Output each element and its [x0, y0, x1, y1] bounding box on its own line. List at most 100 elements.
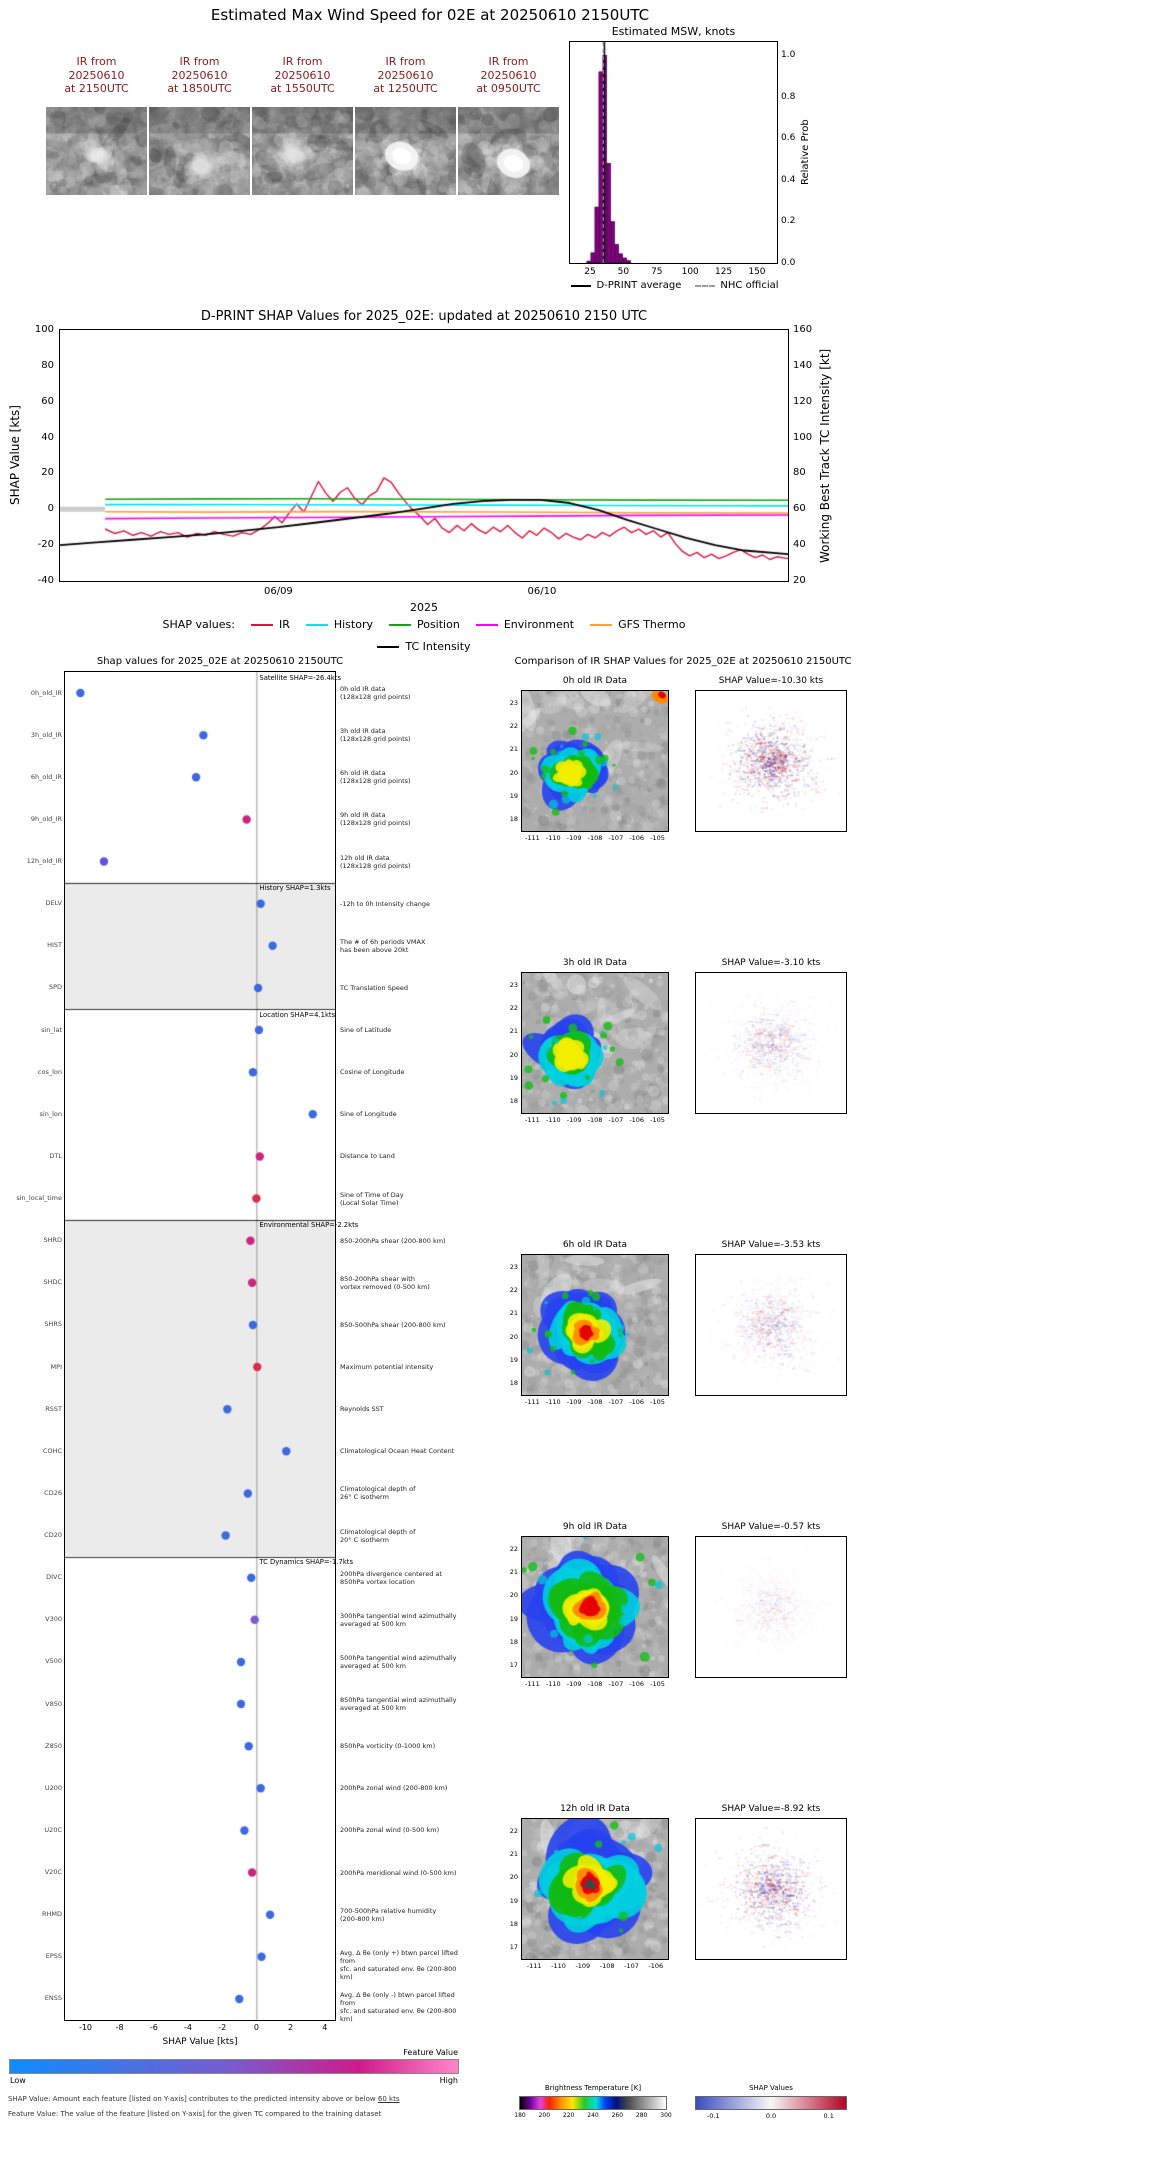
- timeseries-ytick-left: 100: [34, 324, 54, 335]
- ir-lat-tick: 19: [509, 1356, 518, 1364]
- bt-colorbar-tick: 260: [611, 2112, 624, 2119]
- footnote-shap-value-threshold: 60 kts: [377, 2095, 400, 2103]
- histogram-xtick-label: 75: [651, 267, 663, 277]
- timeseries-xlabel: 2025: [410, 601, 438, 614]
- shap-colorbar-tick: 0.0: [765, 2112, 777, 2120]
- feature-description: Sine of Longitude: [340, 1110, 397, 1119]
- ir-lon-tick: -109: [566, 1116, 582, 1124]
- feature-description: 12h old IR data (128x128 grid points): [340, 853, 411, 870]
- bt-colorbar-tick: 200: [538, 2112, 551, 2119]
- histogram-xtick-label: 125: [714, 267, 733, 277]
- feature-description: 200hPa zonal wind (200-800 km): [340, 1784, 448, 1793]
- histogram-ytick-label: 0.4: [781, 174, 796, 185]
- feature-name: sin_lon: [39, 1109, 62, 1118]
- feature-description: 850-200hPa shear (200-800 km): [340, 1236, 446, 1245]
- timeseries-title: D-PRINT SHAP Values for 2025_02E: update…: [200, 309, 648, 324]
- feature-name: SHRD: [43, 1236, 62, 1245]
- feature-description: Sine of Time of Day (Local Solar Time): [340, 1190, 404, 1207]
- ir-lon-tick: -109: [566, 1680, 582, 1688]
- feature-name: ENSS: [44, 1994, 62, 2003]
- feature-name: RSST: [45, 1404, 62, 1413]
- feature-name: SHRS: [44, 1320, 62, 1329]
- histogram-ytick-label: 1.0: [781, 50, 796, 60]
- feature-description: Climatological Ocean Heat Content: [340, 1447, 455, 1456]
- ir-lon-tick: -105: [650, 1680, 665, 1688]
- timeseries-legend-row1: SHAP values: IR History Position Environment…: [60, 618, 788, 631]
- bt-colorbar-tick: 280: [635, 2112, 648, 2119]
- feature-name: SPD: [48, 983, 62, 992]
- footnote-shap-value-text: SHAP Value: Amount each feature [listed …: [8, 2095, 378, 2103]
- feature-description: Sine of Latitude: [340, 1026, 392, 1035]
- dot-plot-xtick: -8: [115, 2023, 124, 2032]
- legend-title: SHAP values:: [162, 618, 235, 631]
- dot-plot-xtick: -6: [149, 2023, 158, 2032]
- shap-heatmap: [695, 690, 847, 832]
- feature-description: 300hPa tangential wind azimuthally avera…: [340, 1611, 457, 1628]
- feature-description: 850hPa tangential wind azimuthally avera…: [340, 1696, 457, 1713]
- ir-thumbnail-image: [458, 107, 559, 195]
- timeseries-ytick-left: -40: [37, 575, 54, 586]
- feature-name: 0h_old_IR: [30, 688, 62, 697]
- timeseries-legend-row2: TC Intensity: [60, 640, 788, 653]
- legend-line-swatch: [475, 623, 498, 626]
- ir-lat-tick: 17: [509, 1943, 518, 1952]
- ir-panel-title: 12h old IR Data: [560, 1804, 630, 1814]
- ir-lat-tick: 21: [509, 1568, 518, 1576]
- ir-lon-tick: -110: [545, 1680, 561, 1688]
- feature-name: COHC: [42, 1446, 62, 1455]
- ir-image: [521, 1818, 669, 1960]
- feature-name: MPI: [50, 1362, 62, 1371]
- ir-panel-title: 9h old IR Data: [562, 1522, 628, 1532]
- legend-label: IR: [278, 618, 290, 631]
- timeseries-ytick-right: 120: [793, 395, 813, 407]
- feature-description: 0h old IR data (128x128 grid points): [340, 685, 411, 702]
- legend-item: History: [305, 618, 373, 631]
- ir-lon-tick: -107: [608, 834, 624, 842]
- shap-values-colorbar-label: SHAP Values: [749, 2084, 793, 2092]
- feature-description: Avg. Δ θe (only -) btwn parcel lifted fr…: [340, 1990, 457, 2023]
- section-shap-header: Satellite SHAP=-26.4kts: [259, 673, 341, 682]
- timeseries-xtick: 06/10: [527, 586, 557, 597]
- timeseries-ylabel-right: Working Best Track TC Intensity [kt]: [818, 348, 832, 563]
- feature-name: Z850: [45, 1741, 62, 1750]
- ir-thumbnail-image: [149, 107, 250, 195]
- legend-item: NHC official: [695, 280, 779, 291]
- feature-name: 6h_old_IR: [30, 772, 62, 781]
- dot-plot-title: Shap values for 2025_02E at 20250610 215…: [96, 656, 344, 667]
- ir-lon-tick: -106: [629, 1680, 645, 1688]
- timeseries-ytick-right: 20: [793, 575, 806, 586]
- shap-values-colorbar: [695, 2096, 847, 2110]
- ir-lat-tick: 22: [509, 1286, 518, 1294]
- ir-image: [521, 1536, 669, 1678]
- ir-lat-tick: 23: [509, 698, 518, 707]
- ir-lat-tick: 18: [509, 1097, 518, 1106]
- legend-label: GFS Thermo: [618, 618, 686, 631]
- section-shap-header: Location SHAP=4.1kts: [259, 1010, 336, 1019]
- ir-lon-tick: -105: [650, 1116, 665, 1124]
- ir-lon-tick: -110: [545, 834, 561, 842]
- ir-lon-tick: -106: [629, 1398, 645, 1406]
- shap-heatmap: [695, 1254, 847, 1396]
- legend-line-swatch: [377, 645, 400, 648]
- page-title: Estimated Max Wind Speed for 02E at 2025…: [210, 6, 650, 24]
- feature-description: 200hPa divergence centered at 850hPa vor…: [340, 1569, 442, 1586]
- shap-colorbar-tick: 0.1: [823, 2112, 834, 2120]
- ir-lon-tick: -111: [525, 834, 540, 842]
- histogram-legend: D-PRINT average NHC official: [545, 280, 805, 291]
- ir-lon-tick: -110: [551, 1962, 566, 1970]
- ir-thumbnail-image: [355, 107, 456, 195]
- histogram-ytick-label: 0.2: [781, 216, 796, 227]
- timeseries-ytick-left: 80: [41, 359, 54, 371]
- legend-label: NHC official: [720, 280, 779, 291]
- feature-name: EPSS: [45, 1952, 62, 1961]
- feature-description: Climatological depth of 20° C isotherm: [340, 1527, 416, 1544]
- ir-lon-tick: -107: [608, 1398, 624, 1406]
- feature-name: CD20: [44, 1531, 62, 1540]
- timeseries-ytick-right: 80: [793, 467, 806, 479]
- timeseries-ytick-left: 20: [41, 467, 54, 479]
- feature-description: Cosine of Longitude: [340, 1068, 405, 1077]
- ir-lon-tick: -110: [545, 1116, 561, 1124]
- ir-lat-tick: 22: [509, 722, 518, 730]
- footnote-shap-value: SHAP Value: Amount each feature [listed …: [8, 2095, 399, 2103]
- legend-item: GFS Thermo: [590, 618, 685, 631]
